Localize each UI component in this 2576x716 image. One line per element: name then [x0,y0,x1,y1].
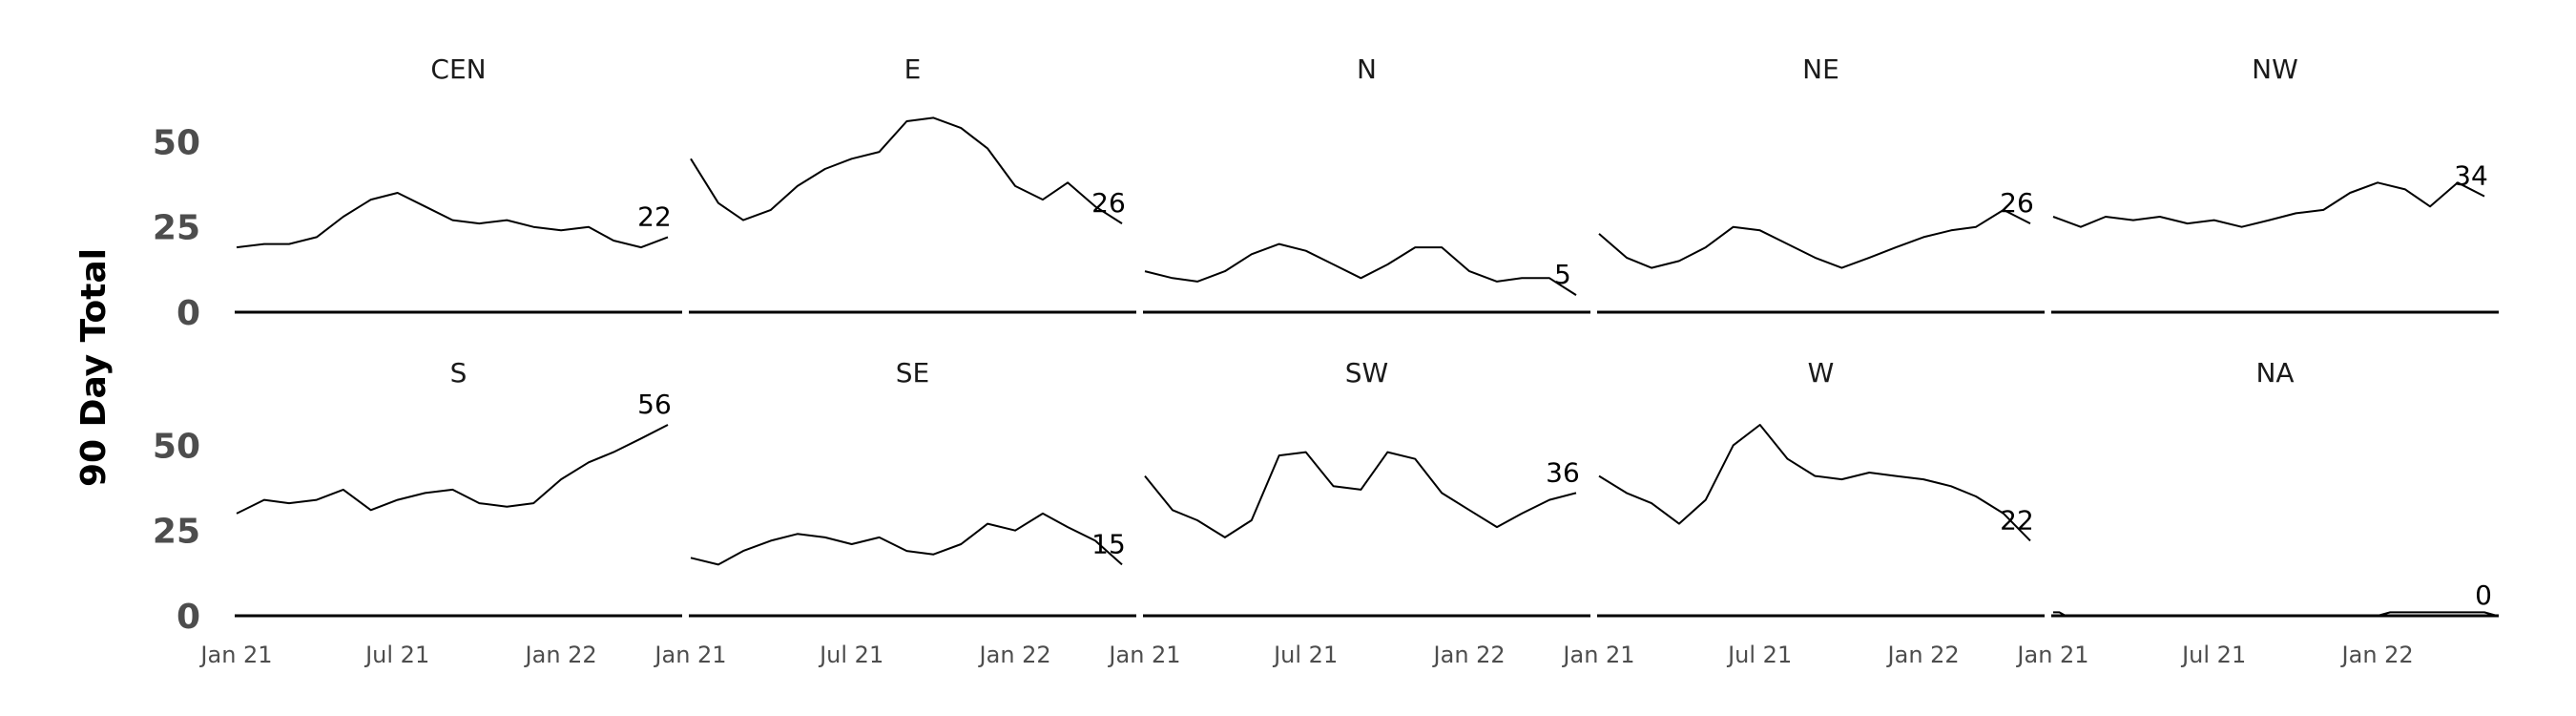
panel-title-se: SE [896,357,929,389]
end-value-label-se: 15 [1091,528,1126,559]
series-line-s [236,424,669,515]
end-value-label-nw: 34 [2454,160,2488,192]
end-value-label-na: 0 [2475,579,2492,611]
panel-title-n: N [1357,53,1377,85]
end-value-label-s: 56 [637,389,672,420]
panel-title-na: NA [2255,357,2294,389]
end-value-label-sw: 36 [1546,456,1580,488]
y-axis-title: 90 Day Total [74,248,114,487]
y-tick-label-0: 0 [177,598,200,637]
series-line-cen [236,192,669,249]
panel-title-ne: NE [1802,53,1839,85]
series-line-nw [2052,181,2485,228]
x-tick-label-se-jan-22: Jan 22 [978,642,1051,668]
series-line-ne [1598,208,2031,269]
x-tick-label-na-jan-22: Jan 22 [2340,642,2414,668]
x-tick-label-sw-jul-21: Jul 21 [1272,642,1338,668]
panel-title-w: W [1808,357,1835,389]
series-line-n [1144,242,1577,296]
x-tick-label-se-jan-21: Jan 21 [653,642,726,668]
y-tick-label-25: 25 [153,513,200,552]
y-tick-label-50: 50 [153,123,200,162]
x-tick-label-s-jan-21: Jan 21 [198,642,272,668]
x-tick-label-w-jan-21: Jan 21 [1561,642,1634,668]
panel-title-sw: SW [1345,357,1388,389]
end-value-label-n: 5 [1554,259,1571,290]
end-value-label-w: 22 [2000,504,2034,536]
series-line-se [690,512,1123,566]
x-tick-label-sw-jan-22: Jan 22 [1432,642,1506,668]
x-tick-label-na-jan-21: Jan 21 [2015,642,2088,668]
end-value-label-ne: 26 [2000,187,2034,219]
x-tick-label-se-jul-21: Jul 21 [818,642,883,668]
panel-title-cen: CEN [430,53,486,85]
panel-title-e: E [904,53,922,85]
panel-title-nw: NW [2252,53,2298,85]
x-tick-label-s-jul-21: Jul 21 [364,642,429,668]
series-line-sw [1144,451,1577,538]
series-line-na [2053,611,2498,617]
x-tick-label-sw-jan-21: Jan 21 [1107,642,1180,668]
series-line-w [1598,424,2031,542]
y-tick-label-25: 25 [153,209,200,248]
series-line-e [690,116,1123,224]
x-tick-label-w-jul-21: Jul 21 [1726,642,1792,668]
x-tick-label-na-jul-21: Jul 21 [2180,642,2246,668]
end-value-label-cen: 22 [637,200,672,232]
end-value-label-e: 26 [1091,187,1126,219]
y-tick-label-50: 50 [153,427,200,466]
y-tick-label-0: 0 [177,294,200,333]
x-tick-label-w-jan-22: Jan 22 [1886,642,1960,668]
x-tick-label-s-jan-22: Jan 22 [524,642,597,668]
panel-title-s: S [450,357,467,389]
